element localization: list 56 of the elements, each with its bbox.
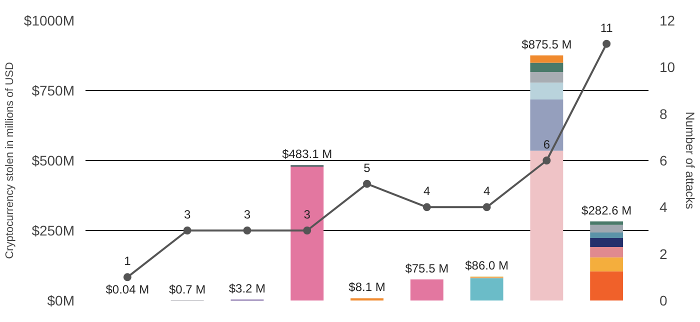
total-label: $282.6 M <box>582 203 632 218</box>
total-label: $8.1 M <box>348 280 386 294</box>
point <box>542 156 551 164</box>
y-tick-label: $250M <box>32 222 75 238</box>
point <box>183 226 192 234</box>
point <box>123 273 132 282</box>
bar <box>590 271 624 300</box>
data-label: 3 <box>304 208 311 222</box>
data-label: 4 <box>483 184 490 198</box>
bar <box>290 166 324 300</box>
y2-axis-title: Number of attacks <box>683 112 698 210</box>
bar <box>410 279 444 300</box>
total-label: $0.7 M <box>168 282 206 296</box>
bar <box>470 278 504 300</box>
point <box>303 226 312 234</box>
y-tick-label: $1000M <box>24 12 74 28</box>
y-tick-label: $750M <box>32 82 75 98</box>
data-label: 5 <box>364 160 371 175</box>
bar <box>590 221 624 225</box>
point <box>422 203 431 212</box>
y2-tick-label: 10 <box>660 59 676 76</box>
y-tick-label: $500M <box>32 152 75 168</box>
y2-tick-label: 4 <box>660 199 668 216</box>
bar <box>530 99 564 151</box>
data-label: 4 <box>424 184 431 198</box>
y2-tick-label: 8 <box>660 106 668 122</box>
y2-tick-label: 12 <box>660 12 676 28</box>
y2-tick-label: 2 <box>660 246 668 262</box>
point <box>363 180 371 188</box>
y-axis-title: Cryptocurrency stolen in millions of USD <box>4 62 16 259</box>
y-tick-label: $0M <box>47 292 74 308</box>
point <box>243 226 252 234</box>
bar <box>590 257 624 272</box>
total-label: $75.5 M <box>405 261 449 276</box>
bar <box>590 247 624 258</box>
data-label: 6 <box>543 138 550 152</box>
data-label: 3 <box>184 208 191 222</box>
y2-tick-label: 6 <box>660 152 668 168</box>
bar <box>530 55 564 63</box>
data-label: 1 <box>124 254 132 268</box>
total-label: $3.2 M <box>228 282 266 296</box>
point <box>602 40 611 48</box>
data-label: 11 <box>600 20 614 35</box>
bar <box>590 238 624 248</box>
bar <box>530 150 564 300</box>
y2-tick-label: 0 <box>660 292 668 308</box>
data-label: 3 <box>244 208 251 222</box>
point <box>482 203 491 212</box>
total-label: $0.04 M <box>106 282 150 296</box>
bar <box>590 224 624 232</box>
total-label: $875.5 M <box>522 37 572 52</box>
bar <box>530 82 564 100</box>
bar <box>590 232 624 238</box>
total-label: $483.1 M <box>282 147 332 162</box>
total-label: $86.0 M <box>465 258 508 272</box>
bar <box>530 72 564 83</box>
